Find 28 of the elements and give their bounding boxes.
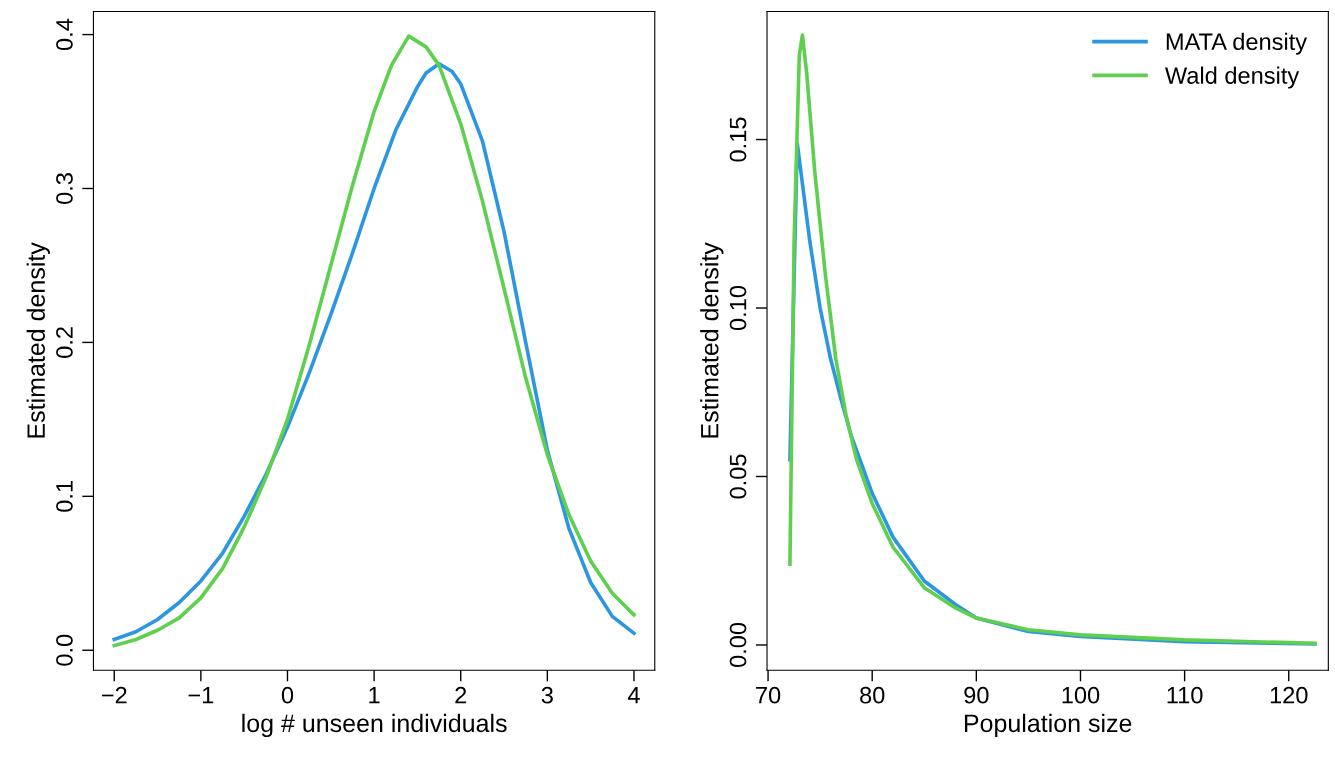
y-tick-label: 0.00: [729, 622, 747, 668]
y-tick-label: 0.15: [729, 117, 747, 162]
y-tick-label: 0.1: [56, 481, 73, 512]
x-axis-title: Population size: [964, 713, 1132, 738]
x-tick-label: 100: [1062, 686, 1100, 704]
y-tick-label: 0.0: [56, 634, 73, 666]
x-tick-label: 80: [860, 686, 885, 704]
y-axis-title: Estimated density: [26, 242, 50, 438]
y-tick-label: 0.4: [56, 18, 73, 51]
x-axis-title: log # unseen individuals: [242, 713, 507, 738]
y-tick-label: 0.10: [729, 285, 747, 331]
legend-label: MATA density: [1166, 32, 1308, 55]
y-tick-label: 0.3: [56, 173, 73, 204]
x-tick-label: 3: [541, 686, 553, 704]
x-tick-label: 90: [964, 686, 989, 704]
y-axis-title: Estimated density: [700, 242, 724, 438]
x-tick-label: 70: [756, 686, 781, 704]
x-tick-label: 110: [1167, 686, 1203, 704]
x-tick-label: 4: [627, 687, 640, 704]
legend-label: Wald density: [1165, 66, 1300, 89]
x-tick-label: 1: [369, 687, 380, 704]
y-tick-label: 0.2: [56, 327, 73, 358]
x-tick-label: 120: [1270, 686, 1308, 704]
x-tick-label: −1: [188, 687, 214, 704]
x-tick-label: −2: [101, 686, 127, 704]
x-tick-label: 0: [281, 686, 294, 704]
y-tick-label: 0.05: [729, 454, 747, 499]
x-tick-label: 2: [455, 686, 467, 704]
